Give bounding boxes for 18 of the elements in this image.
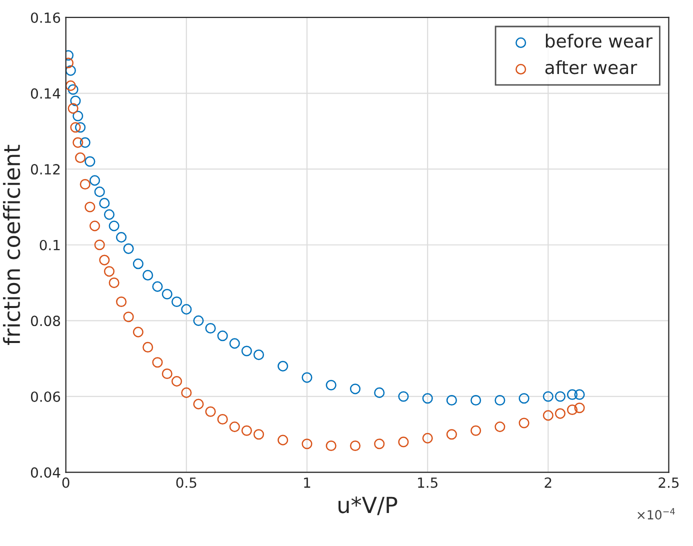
x-tick-label: 0 [62,477,70,488]
legend-label: before wear [546,34,652,48]
legend-label: after wear [545,60,638,74]
y-tick-label: 0.14 [30,88,60,99]
y-tick-label: 0.06 [30,391,60,402]
x-tick-label: 2 [544,477,552,488]
y-tick-label: 0.08 [30,316,60,326]
x-axis-title: u*V/P [338,496,398,516]
y-axis-title: friction coefficient [2,144,20,345]
y-tick-label: 0.12 [30,164,60,175]
x-tick-label: 0.5 [176,477,196,488]
text: ×10$^{−4}$ [638,508,675,520]
x-tick-label: 1.5 [418,478,438,488]
x-tick-label: 2.5 [658,477,679,488]
y-tick-label: 0.1 [40,240,60,250]
y-tick-label: 0.04 [30,467,60,478]
y-tick-label: 0.16 [30,12,60,23]
x-tick-label: 1 [304,478,310,488]
